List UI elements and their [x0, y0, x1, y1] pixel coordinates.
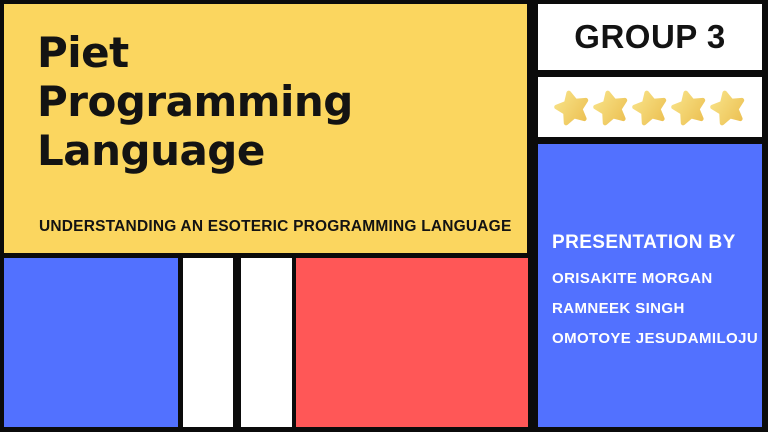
group-label-panel: GROUP 3	[538, 4, 762, 70]
slide-title: Piet Programming Language	[37, 28, 353, 175]
decoration-white-strip	[241, 258, 292, 427]
star-icon	[554, 90, 589, 126]
presenter-name: RAMNEEK SINGH	[552, 300, 685, 317]
star-icon	[671, 90, 706, 126]
title-line: Language	[37, 126, 265, 175]
title-line: Piet	[37, 28, 129, 77]
slide-subtitle: UNDERSTANDING AN ESOTERIC PROGRAMMING LA…	[39, 218, 512, 235]
star-icon	[632, 90, 667, 126]
decoration-blue-block	[4, 258, 178, 427]
star-icon	[593, 90, 628, 126]
presenters-panel: PRESENTATION BY ORISAKITE MORGAN RAMNEEK…	[538, 144, 762, 427]
title-panel: Piet Programming Language UNDERSTANDING …	[4, 4, 527, 253]
decoration-red-block	[296, 258, 528, 427]
group-label: GROUP 3	[574, 18, 726, 55]
star-rating	[538, 77, 762, 137]
presenters-heading: PRESENTATION BY	[552, 232, 736, 253]
title-line: Programming	[37, 77, 353, 126]
decoration-white-strip	[183, 258, 233, 427]
presenter-name: OMOTOYE JESUDAMILOJU	[552, 330, 759, 347]
star-icon	[710, 90, 745, 126]
presenter-name: ORISAKITE MORGAN	[552, 270, 713, 287]
